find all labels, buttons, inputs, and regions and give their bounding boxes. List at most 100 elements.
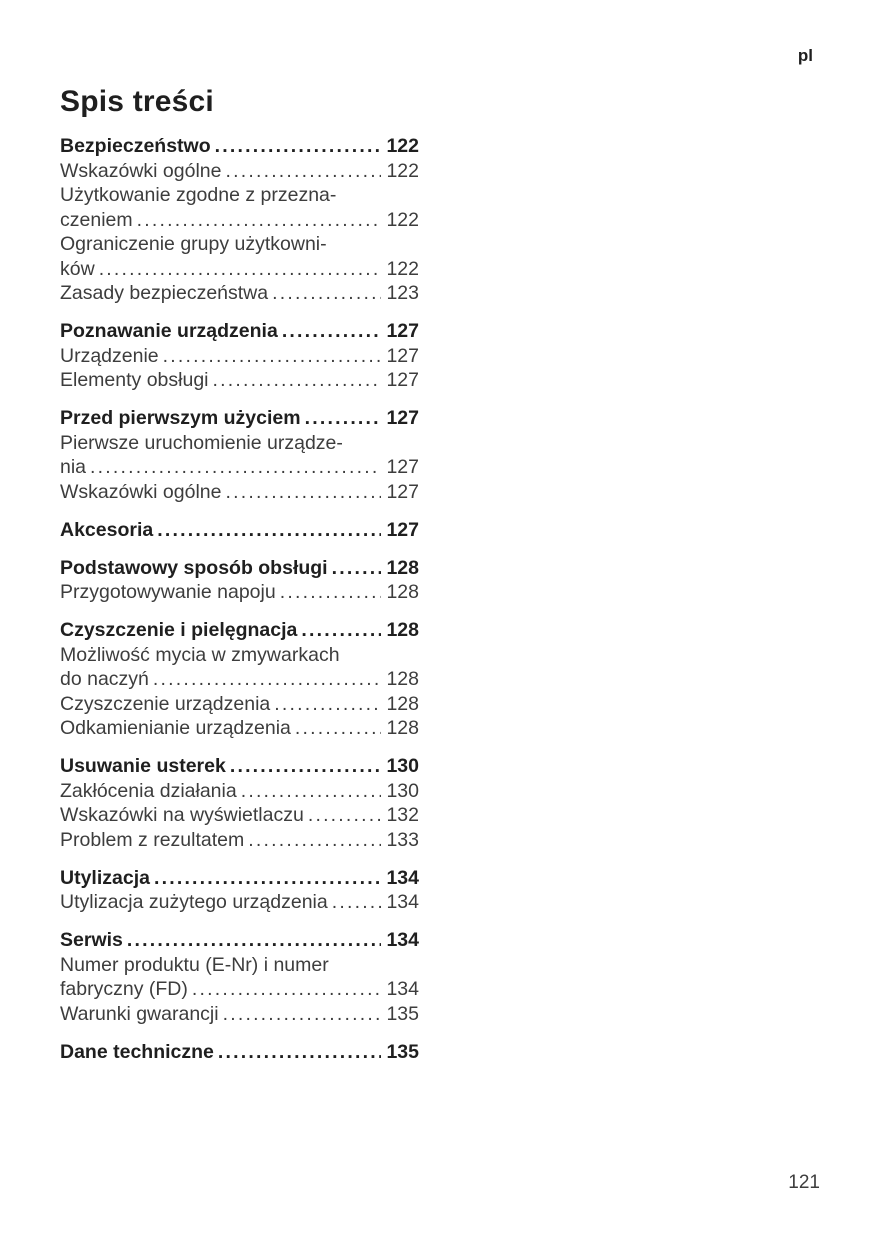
toc-entry: Poznawanie urządzenia 127 xyxy=(60,319,419,344)
toc-page-number: 135 xyxy=(386,1002,419,1025)
toc-group: Przed pierwszym użyciem127Pierwsze uruch… xyxy=(60,406,419,504)
toc-page-number: 134 xyxy=(386,891,419,913)
toc-entry: Pierwsze uruchomienie urządze-nia 127 xyxy=(60,431,419,480)
toc-page-number: 127 xyxy=(386,480,419,503)
toc-entry-label: Zakłócenia działania xyxy=(60,779,237,802)
toc-entry-label: Wskazówki na wyświetlaczu xyxy=(60,804,304,826)
toc-page-number: 128 xyxy=(386,668,419,690)
toc-page-number: 122 xyxy=(386,257,419,280)
toc-entry-label: Problem z rezultatem xyxy=(60,828,245,851)
toc-entry-label: Użytkowanie zgodne z przezna- xyxy=(60,184,337,206)
page-number: 121 xyxy=(788,1172,820,1193)
toc-page-number: 122 xyxy=(386,159,419,182)
toc-entry-label: Pierwsze uruchomienie urządze- xyxy=(60,431,343,454)
toc-entry: Wskazówki ogólne 122 xyxy=(60,159,419,184)
toc-entry: Przed pierwszym użyciem 127 xyxy=(60,406,419,431)
toc-entry: Elementy obsługi 127 xyxy=(60,368,419,393)
toc-page-number: 135 xyxy=(386,1040,419,1063)
toc-group: Poznawanie urządzenia127Urządzenie127Ele… xyxy=(60,319,419,393)
toc-entry-label: Wskazówki ogólne xyxy=(60,480,222,503)
toc-entry: Wskazówki ogólne 127 xyxy=(60,480,419,505)
toc-leader-dots xyxy=(248,828,381,853)
toc-leader-dots xyxy=(192,977,382,1002)
toc-page-number: 128 xyxy=(386,619,419,641)
toc-entry: Czyszczenie urządzenia 128 xyxy=(60,692,419,717)
toc-entry-label: do naczyń xyxy=(60,668,149,690)
toc-page-number: 127 xyxy=(386,456,419,478)
toc-line: Utylizacja 134 xyxy=(60,866,419,891)
toc-entry: Serwis 134 xyxy=(60,928,419,953)
toc-entry: Bezpieczeństwo 122 xyxy=(60,134,419,159)
toc-leader-dots xyxy=(99,257,382,282)
toc-line: Elementy obsługi 127 xyxy=(60,368,419,393)
toc-leader-dots xyxy=(225,159,381,184)
toc-entry-label: Dane techniczne xyxy=(60,1040,214,1063)
toc-leader-dots xyxy=(215,134,382,159)
toc-leader-dots xyxy=(301,618,381,643)
toc-page-number: 122 xyxy=(386,135,419,157)
toc-entry: Ograniczenie grupy użytkowni-ków 122 xyxy=(60,232,419,281)
toc-leader-dots xyxy=(153,667,382,692)
toc-entry-label: ków xyxy=(60,257,95,280)
toc-group: Bezpieczeństwo122Wskazówki ogólne 122 Użyt… xyxy=(60,134,419,306)
toc-entry-label: Utylizacja zużytego urządzenia xyxy=(60,891,328,913)
toc-entry-label: Numer produktu (E-Nr) i numer xyxy=(60,953,329,976)
toc-leader-dots xyxy=(272,281,381,306)
toc-entry-label: Czyszczenie urządzenia xyxy=(60,692,271,715)
toc-line: ków 122 xyxy=(60,257,419,282)
toc-line: Problem z rezultatem 133 xyxy=(60,828,419,853)
toc-line: Wskazówki na wyświetlaczu 132 xyxy=(60,803,419,828)
toc-entry-label: Wskazówki ogólne xyxy=(60,159,222,182)
toc-entry: Zakłócenia działania 130 xyxy=(60,779,419,804)
toc-entry: Problem z rezultatem 133 xyxy=(60,828,419,853)
toc-group: Serwis134Numer produktu (E-Nr) i numerfa… xyxy=(60,928,419,1026)
toc-entry-label: Utylizacja xyxy=(60,866,150,889)
toc-leader-dots xyxy=(137,208,382,233)
toc-entry-label: Zasady bezpieczeństwa xyxy=(60,282,269,304)
toc-entry: Akcesoria 127 xyxy=(60,518,419,543)
toc-leader-dots xyxy=(274,692,381,717)
toc-page-number: 128 xyxy=(386,692,419,715)
toc-entry: Urządzenie 127 xyxy=(60,344,419,369)
toc-page-number: 122 xyxy=(386,208,419,231)
toc-entry: Czyszczenie i pielęgnacja 128 xyxy=(60,618,419,643)
table-of-contents: Bezpieczeństwo122Wskazówki ogólne122Użyt… xyxy=(60,134,419,1064)
toc-line: Bezpieczeństwo 122 xyxy=(60,134,419,159)
toc-entry: Utylizacja 134 xyxy=(60,866,419,891)
toc-line: Akcesoria 127 xyxy=(60,518,419,543)
toc-leader-dots xyxy=(154,866,381,891)
toc-line: Ograniczenie grupy użytkowni- xyxy=(60,232,419,257)
toc-leader-dots xyxy=(282,319,382,344)
toc-entry: Usuwanie usterek 130 xyxy=(60,754,419,779)
toc-entry-label: fabryczny (FD) xyxy=(60,978,188,1000)
toc-line: Poznawanie urządzenia 127 xyxy=(60,319,419,344)
toc-entry: Wskazówki na wyświetlaczu 132 xyxy=(60,803,419,828)
toc-leader-dots xyxy=(225,480,381,505)
toc-entry-label: Podstawowy sposób obsługi xyxy=(60,556,328,579)
toc-line: fabryczny (FD) 134 xyxy=(60,977,419,1002)
toc-leader-dots xyxy=(127,928,382,953)
toc-page-number: 127 xyxy=(386,344,419,367)
toc-line: Czyszczenie i pielęgnacja 128 xyxy=(60,618,419,643)
toc-leader-dots xyxy=(241,779,382,804)
toc-entry-label: czeniem xyxy=(60,208,133,231)
toc-line: Warunki gwarancji 135 xyxy=(60,1002,419,1027)
toc-line: czeniem 122 xyxy=(60,208,419,233)
toc-page-number: 134 xyxy=(386,978,419,1000)
toc-group: Dane techniczne 135 xyxy=(60,1040,419,1065)
toc-entry-label: Przygotowywanie napoju xyxy=(60,581,276,603)
toc-page-number: 133 xyxy=(386,828,419,851)
toc-line: Podstawowy sposób obsługi 128 xyxy=(60,556,419,581)
toc-line: Przygotowywanie napoju 128 xyxy=(60,580,419,605)
toc-line: do naczyń 128 xyxy=(60,667,419,692)
toc-page-number: 127 xyxy=(386,518,419,541)
toc-group: Czyszczenie i pielęgnacja128Możliwość my… xyxy=(60,618,419,741)
toc-group: Utylizacja134Utylizacja zużytego urządze… xyxy=(60,866,419,915)
toc-page-number: 127 xyxy=(386,407,419,429)
toc-line: Użytkowanie zgodne z przezna- xyxy=(60,183,419,208)
toc-line: Możliwość mycia w zmywarkach xyxy=(60,643,419,668)
toc-entry-label: Przed pierwszym użyciem xyxy=(60,407,301,429)
toc-line: Przed pierwszym użyciem 127 xyxy=(60,406,419,431)
toc-line: Zakłócenia działania 130 xyxy=(60,779,419,804)
